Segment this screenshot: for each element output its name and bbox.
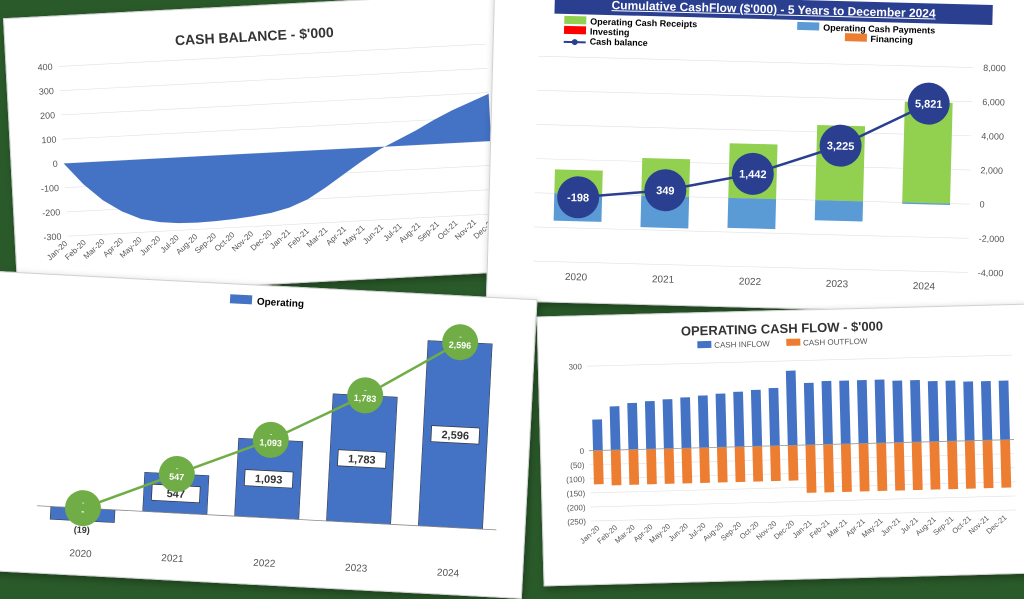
svg-text:Sep-20: Sep-20 [193, 231, 218, 256]
svg-text:1,093: 1,093 [259, 437, 282, 448]
svg-text:2020: 2020 [565, 272, 588, 284]
svg-text:Sep-21: Sep-21 [931, 514, 955, 537]
svg-text:8,000: 8,000 [983, 63, 1006, 74]
svg-text:2023: 2023 [826, 279, 849, 291]
svg-text:-300: -300 [43, 232, 62, 243]
svg-text:Mar-21: Mar-21 [305, 225, 330, 249]
svg-text:5,821: 5,821 [915, 98, 943, 111]
svg-text:-2,000: -2,000 [979, 234, 1005, 245]
svg-text:Dec-21: Dec-21 [984, 513, 1008, 536]
svg-text:Jun-20: Jun-20 [138, 234, 162, 258]
svg-text:Mar-20: Mar-20 [613, 523, 637, 545]
svg-text:Sep-20: Sep-20 [719, 520, 743, 543]
svg-text:2020: 2020 [69, 548, 92, 560]
svg-text:(50): (50) [570, 461, 585, 470]
svg-text:Mar-20: Mar-20 [82, 237, 107, 261]
svg-text:-: - [81, 506, 85, 516]
svg-text:0: 0 [979, 199, 984, 209]
svg-text:2022: 2022 [253, 558, 276, 570]
svg-text:(250): (250) [567, 517, 586, 526]
svg-text:6,000: 6,000 [982, 97, 1005, 108]
svg-text:Jun-21: Jun-21 [361, 222, 385, 246]
svg-text:2024: 2024 [913, 281, 936, 293]
svg-text:2024: 2024 [437, 567, 460, 579]
svg-text:-198: -198 [567, 192, 589, 205]
ocf-chart: 3000(50)(100)(150)(200)(250) Jan-20Feb-2… [547, 350, 1024, 577]
svg-text:3,225: 3,225 [827, 140, 855, 153]
svg-text:May-21: May-21 [341, 223, 367, 248]
svg-text:1,783: 1,783 [348, 453, 376, 466]
svg-text:(100): (100) [566, 475, 585, 484]
svg-text:400: 400 [37, 62, 53, 73]
svg-text:2023: 2023 [345, 563, 368, 575]
svg-text:Jun-21: Jun-21 [879, 516, 902, 538]
svg-text:2,000: 2,000 [980, 165, 1003, 176]
panel-cash-balance: CASH BALANCE - $'000 -300-200-1000100200… [3, 0, 517, 298]
svg-text:May-20: May-20 [118, 235, 144, 260]
cash-balance-chart: -300-200-1000100200300400 Jan-20Feb-20Ma… [16, 34, 507, 289]
svg-text:Mar-21: Mar-21 [825, 517, 849, 539]
svg-text:2,596: 2,596 [441, 429, 469, 442]
svg-text:0: 0 [580, 447, 585, 456]
svg-text:2021: 2021 [652, 274, 675, 286]
svg-text:2022: 2022 [739, 276, 762, 288]
svg-text:-200: -200 [42, 207, 61, 218]
svg-text:Dec-20: Dec-20 [772, 519, 796, 542]
svg-text:547: 547 [169, 472, 185, 483]
svg-text:-100: -100 [41, 183, 60, 194]
svg-text:1,093: 1,093 [255, 473, 283, 486]
svg-text:(150): (150) [566, 489, 585, 498]
svg-text:349: 349 [656, 185, 675, 197]
svg-text:4,000: 4,000 [981, 131, 1004, 142]
cumulative-chart: -198 349 1,442 3,225 5,821 -4,000 -2,000 0 2,00… [502, 50, 1024, 304]
svg-text:-4,000: -4,000 [978, 268, 1004, 279]
svg-text:2,596: 2,596 [448, 340, 471, 351]
svg-text:300: 300 [568, 362, 582, 371]
panel-operating-bars: Operating (179)(19)5471,0931,7832,596 --… [0, 271, 537, 599]
operating-bars-chart: (179)(19)5471,0931,7832,596 ---547-1,093… [0, 298, 527, 595]
svg-text:(200): (200) [567, 503, 586, 512]
svg-text:300: 300 [39, 86, 55, 97]
svg-text:200: 200 [40, 110, 56, 121]
svg-text:Sep-21: Sep-21 [416, 219, 441, 244]
svg-text:100: 100 [41, 135, 57, 146]
svg-text:1,783: 1,783 [354, 393, 377, 404]
svg-text:Dec-20: Dec-20 [249, 228, 274, 253]
svg-text:2021: 2021 [161, 553, 184, 565]
panel-cumulative: Cumulative CashFlow ($'000) - 5 Years to… [486, 0, 1024, 315]
svg-text:0: 0 [52, 159, 58, 169]
svg-text:(19): (19) [74, 525, 91, 536]
svg-text:1,442: 1,442 [739, 168, 767, 181]
panel-ocf: OPERATING CASH FLOW - $'000 CASH INFLOW … [537, 304, 1024, 587]
svg-text:Jun-20: Jun-20 [667, 521, 690, 543]
